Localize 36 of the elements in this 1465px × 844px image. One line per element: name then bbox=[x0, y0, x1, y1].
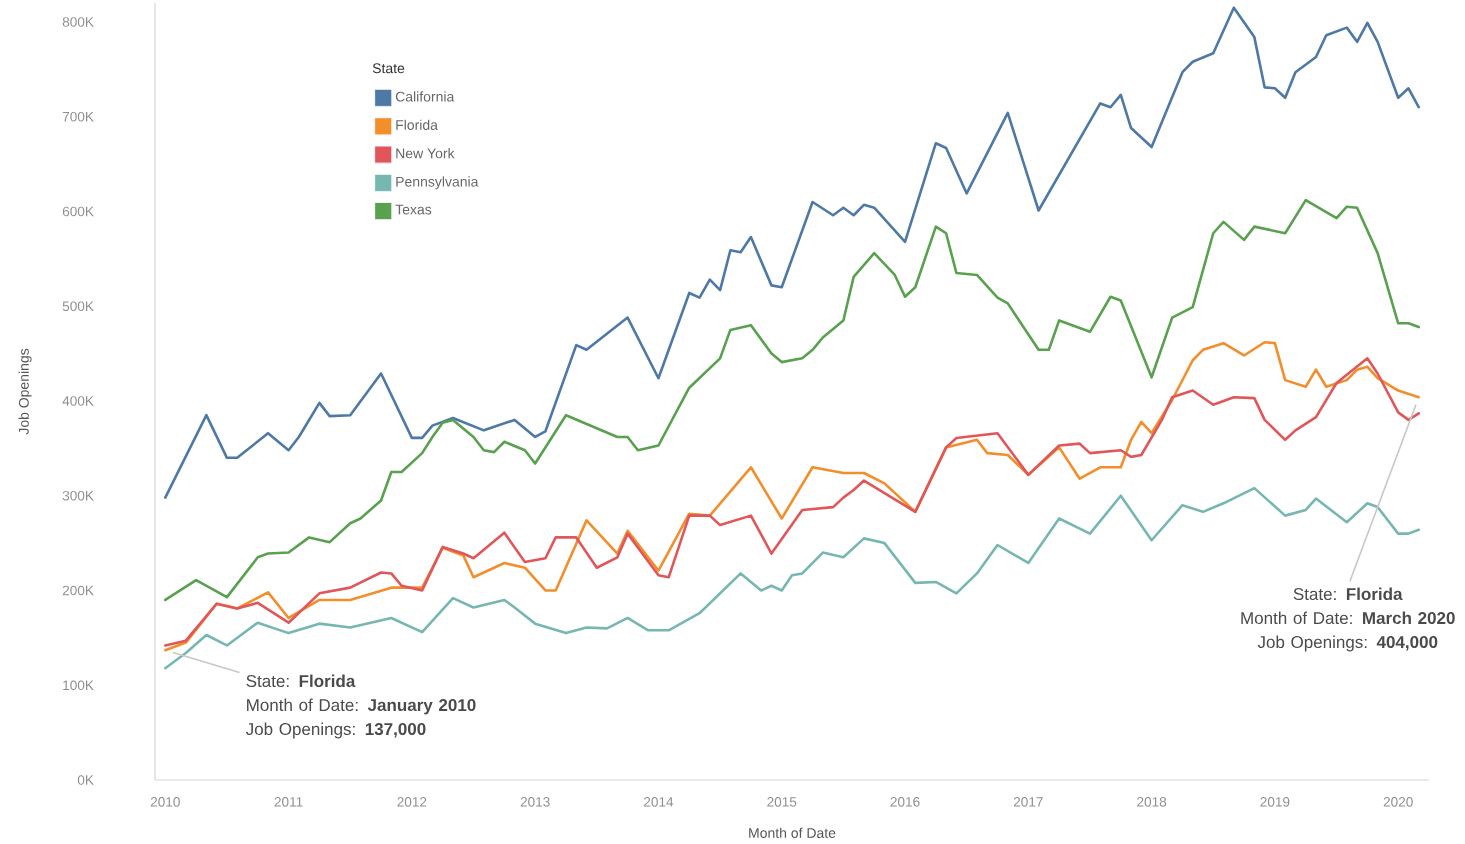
x-tick-label: 2015 bbox=[767, 797, 797, 807]
legend-label: Texas bbox=[395, 204, 432, 215]
x-axis-title: Month of Date bbox=[749, 827, 836, 838]
y-tick-label: 0K bbox=[77, 775, 94, 785]
x-tick-label: 2020 bbox=[1383, 797, 1413, 807]
x-tick-label: 2018 bbox=[1137, 797, 1167, 807]
line-series bbox=[163, 198, 1421, 602]
legend-title: State bbox=[372, 63, 405, 74]
x-tick-label: 2010 bbox=[150, 797, 180, 807]
y-tick-label: 800K bbox=[62, 17, 94, 27]
legend-label: New York bbox=[396, 148, 455, 159]
line-series bbox=[163, 6, 1421, 499]
x-tick-label: 2019 bbox=[1260, 797, 1290, 807]
annotation: State: Florida bbox=[246, 674, 356, 688]
annotation: State: Florida bbox=[1293, 587, 1403, 601]
y-tick-label: 700K bbox=[62, 111, 94, 122]
y-tick-label: 400K bbox=[62, 396, 94, 406]
annotation: Job Openings: 137,000 bbox=[245, 722, 426, 739]
x-tick-label: 2012 bbox=[397, 797, 427, 807]
x-tick-label: 2016 bbox=[890, 797, 920, 807]
x-tick-label: 2014 bbox=[644, 797, 674, 807]
legend-label: California bbox=[395, 91, 455, 102]
y-tick-label: 200K bbox=[62, 585, 94, 596]
annotation: Job Openings: 404,000 bbox=[1257, 635, 1438, 652]
legend-label: Florida bbox=[396, 119, 438, 130]
y-tick-label: 100K bbox=[63, 680, 94, 691]
annotation: Month of Date: January 2010 bbox=[247, 698, 476, 715]
y-tick-label: 300K bbox=[62, 490, 94, 501]
x-tick-label: 2017 bbox=[1013, 797, 1043, 807]
legend-label: Pennsylvania bbox=[396, 176, 479, 190]
x-tick-label: 2013 bbox=[520, 797, 550, 807]
y-tick-label: 600K bbox=[62, 206, 94, 217]
y-tick-label: 500K bbox=[62, 301, 94, 312]
x-tick-label: 2011 bbox=[274, 797, 303, 807]
annotation: Month of Date: March 2020 bbox=[1241, 611, 1455, 625]
y-axis-title: Job Openings bbox=[18, 348, 32, 435]
